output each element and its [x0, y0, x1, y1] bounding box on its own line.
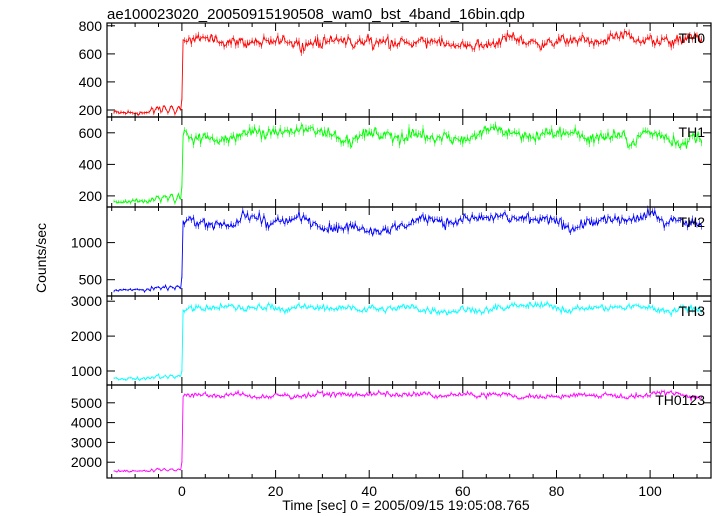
panel-th3: 1000 2000 3000 TH3 [71, 293, 712, 386]
x-tick-label: 80 [549, 483, 565, 499]
y-tick-label: 500 [79, 272, 103, 288]
panel-th2: 500 1000 TH2 [71, 205, 712, 297]
x-tick-label: 20 [268, 483, 284, 499]
y-tick-label: 2000 [71, 454, 102, 470]
series-line-th0 [113, 30, 703, 116]
series-line-th1 [113, 123, 703, 205]
series-errorbars [113, 28, 702, 116]
x-axis-label: Time [sec] 0 = 2005/09/15 19:05:08.765 [282, 497, 530, 513]
y-axis-label: Counts/sec [33, 223, 49, 293]
series-label-th1: TH1 [679, 124, 706, 140]
series-errorbars [113, 205, 702, 293]
panel-th0123: 2000 3000 4000 5000 TH0123 [71, 384, 712, 479]
y-tick-label: 200 [79, 102, 103, 118]
x-tick-label: 60 [455, 483, 471, 499]
series-label-th3: TH3 [679, 303, 706, 319]
y-tick-label: 1000 [71, 363, 102, 379]
y-tick-label: 3000 [71, 434, 102, 450]
chart-title: ae100023020_20050915190508_wam0_bst_4ban… [107, 6, 525, 23]
y-tick-label: 600 [79, 125, 103, 141]
y-tick-label: 1000 [71, 235, 102, 251]
y-tick-label: 400 [79, 74, 103, 90]
panel-frame [106, 206, 712, 297]
series-label-th0: TH0 [679, 30, 706, 46]
y-tick-label: 200 [79, 188, 103, 204]
panel-th0: 200 400 600 800 TH0 [79, 18, 712, 118]
series-label-th0123: TH0123 [655, 392, 705, 408]
y-tick-label: 800 [79, 18, 103, 34]
x-tick-label: 40 [361, 483, 377, 499]
series-line-th3 [113, 300, 702, 382]
series-line-th2 [113, 208, 703, 293]
series-line-th0123 [113, 390, 702, 473]
series-errorbars [113, 300, 702, 382]
y-tick-label: 400 [79, 156, 103, 172]
x-tick-label: 100 [638, 483, 662, 499]
y-tick-label: 3000 [71, 293, 102, 309]
y-tick-label: 600 [79, 46, 103, 62]
series-errorbars [113, 389, 702, 473]
panel-th1: 200 400 600 TH1 [79, 116, 712, 208]
y-tick-label: 2000 [71, 328, 102, 344]
panel-frame [106, 295, 712, 386]
x-tick-label: 0 [178, 483, 186, 499]
y-tick-label: 4000 [71, 415, 102, 431]
series-label-th2: TH2 [679, 214, 706, 230]
panel-frame [106, 384, 712, 479]
y-tick-label: 5000 [71, 395, 102, 411]
